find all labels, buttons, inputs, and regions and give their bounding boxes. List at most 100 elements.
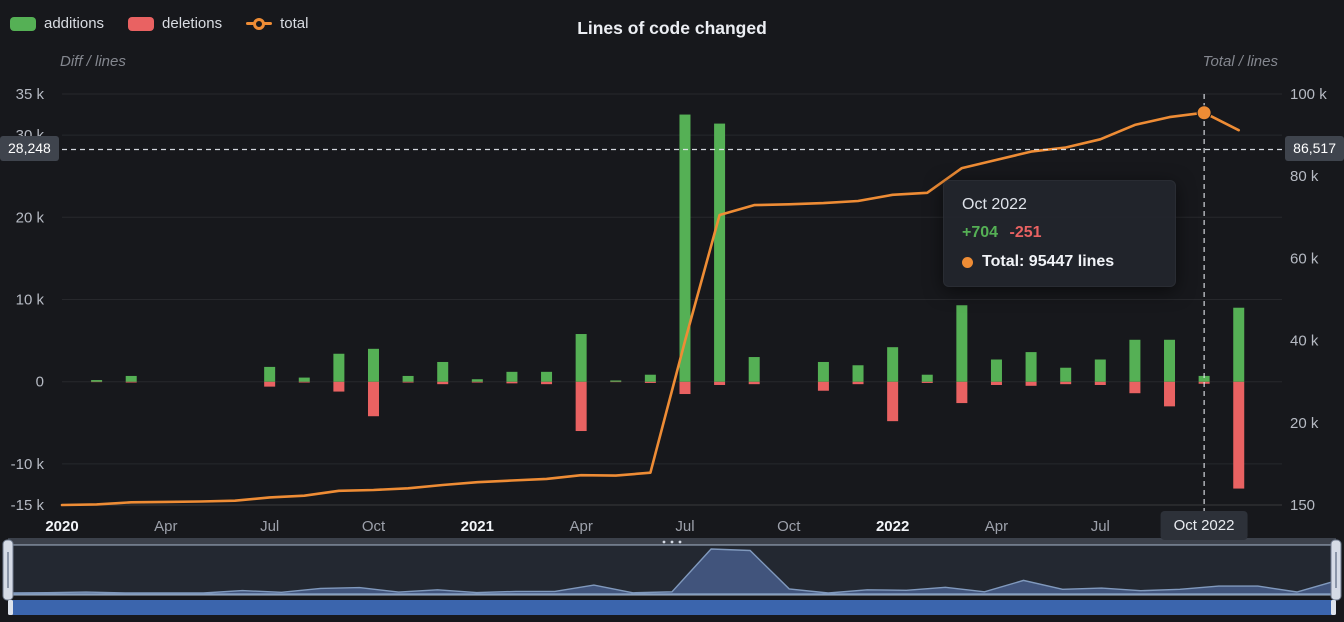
bar-additions[interactable] [333, 353, 345, 382]
x-tick-label: Jul [675, 518, 694, 535]
bar-additions[interactable] [852, 365, 864, 382]
navigator-data-shadow [7, 548, 1337, 595]
bar-deletions[interactable] [644, 381, 656, 383]
bar-additions[interactable] [1129, 339, 1141, 382]
tooltip-month: Oct 2022 [962, 196, 1027, 213]
bar-deletions[interactable] [852, 381, 864, 385]
right-tick-label: 20 k [1290, 415, 1319, 432]
bar-additions[interactable] [817, 361, 829, 382]
bar-additions[interactable] [921, 374, 933, 382]
bar-additions[interactable] [264, 366, 276, 382]
scrollbar [8, 600, 1336, 615]
navigator-filler[interactable] [8, 545, 1336, 595]
right-tick-label: 80 k [1290, 168, 1319, 185]
bar-deletions[interactable] [506, 381, 518, 384]
bar-deletions[interactable] [956, 381, 968, 404]
bar-additions[interactable] [541, 371, 553, 382]
bar-additions[interactable] [714, 123, 726, 382]
bar-deletions[interactable] [333, 381, 345, 392]
right-tick-label: 150 [1290, 497, 1315, 514]
legend-label-additions: additions [44, 15, 105, 32]
total-line-icon [246, 17, 273, 31]
left-tick-label: -15 k [11, 497, 45, 514]
bar-additions[interactable] [1198, 375, 1210, 382]
total-line [60, 111, 1240, 507]
bar-additions[interactable] [887, 347, 899, 382]
bar-additions[interactable] [748, 357, 760, 382]
scrollbar-track[interactable] [8, 600, 1336, 615]
bar-additions[interactable] [367, 348, 379, 382]
bar-deletions[interactable] [437, 381, 449, 385]
grid-lines [62, 93, 1282, 506]
bar-additions[interactable] [1025, 352, 1037, 382]
bar-deletions[interactable] [1094, 381, 1106, 385]
navigator-frame [7, 544, 1337, 596]
bar-additions[interactable] [1164, 339, 1176, 382]
x-tick-label: 2020 [45, 518, 78, 535]
bar-deletions[interactable] [1060, 381, 1072, 385]
bar-deletions[interactable] [748, 381, 760, 385]
bar-deletions[interactable] [367, 381, 379, 417]
left-axis-name: Diff / lines [60, 53, 126, 70]
left-tick-label: 0 [36, 374, 44, 391]
scrollbar-right-nub[interactable] [1331, 600, 1336, 615]
x-tick-label: Oct [362, 518, 386, 535]
left-tick-label: 20 k [16, 209, 45, 226]
bar-additions[interactable] [91, 380, 103, 382]
tooltip-total-row: Total: 95447 lines [962, 253, 1157, 271]
bar-additions[interactable] [506, 371, 518, 382]
bar-additions[interactable] [1233, 307, 1245, 382]
additions-swatch [10, 16, 36, 31]
legend-item-additions[interactable]: additions [10, 15, 104, 32]
additions-bars [91, 114, 1245, 382]
bar-deletions[interactable] [541, 381, 553, 385]
total-line-path[interactable] [60, 111, 1240, 507]
bar-deletions[interactable] [125, 381, 137, 383]
legend-item-total[interactable]: total [246, 15, 308, 32]
x-tick-label: Jul [260, 518, 279, 535]
bar-deletions[interactable] [679, 381, 691, 395]
highlight-dot [1196, 105, 1212, 121]
bar-deletions[interactable] [1233, 381, 1245, 489]
scrollbar-left-nub[interactable] [8, 600, 13, 615]
x-tick-label: 2021 [461, 518, 494, 535]
bar-additions[interactable] [1094, 359, 1106, 382]
x-tick-label: Apr [985, 518, 1008, 535]
bar-additions[interactable] [402, 375, 414, 382]
bar-deletions[interactable] [1129, 381, 1141, 394]
bar-additions[interactable] [956, 305, 968, 382]
bar-deletions[interactable] [817, 381, 829, 391]
bar-deletions[interactable] [575, 381, 587, 432]
bar-deletions[interactable] [921, 381, 933, 383]
bar-deletions[interactable] [264, 381, 276, 387]
bar-deletions[interactable] [1025, 381, 1037, 386]
bar-additions[interactable] [125, 375, 137, 382]
bar-deletions[interactable] [990, 381, 1002, 385]
crosshair-x-label: Oct 2022 [1160, 511, 1248, 540]
bar-additions[interactable] [990, 359, 1002, 382]
legend-label-total: total [280, 15, 309, 32]
bar-deletions[interactable] [714, 381, 726, 385]
legend-item-deletions[interactable]: deletions [128, 15, 222, 32]
bar-deletions[interactable] [298, 381, 310, 383]
bar-deletions[interactable] [887, 381, 899, 422]
bar-additions[interactable] [437, 361, 449, 382]
tooltip: Oct 2022 +704 -251 Total: 95447 lines [943, 180, 1176, 287]
bar-additions[interactable] [644, 374, 656, 382]
bar-deletions[interactable] [402, 381, 414, 383]
bar-additions[interactable] [679, 114, 691, 382]
bar-deletions[interactable] [1164, 381, 1176, 407]
bar-deletions[interactable] [471, 381, 483, 383]
bar-additions[interactable] [1060, 367, 1072, 382]
bar-additions[interactable] [610, 380, 622, 382]
left-axis-labels: 35 k30 k20 k10 k0-10 k-15 k [11, 86, 45, 514]
tooltip-deletions: -251 [1009, 224, 1042, 241]
bar-additions[interactable] [575, 334, 587, 382]
navigator [2, 538, 1342, 601]
bar-additions[interactable] [471, 379, 483, 382]
x-tick-label: 2022 [876, 518, 909, 535]
crosshair-right-label: 86,517 [1285, 136, 1344, 161]
bar-additions[interactable] [298, 377, 310, 382]
